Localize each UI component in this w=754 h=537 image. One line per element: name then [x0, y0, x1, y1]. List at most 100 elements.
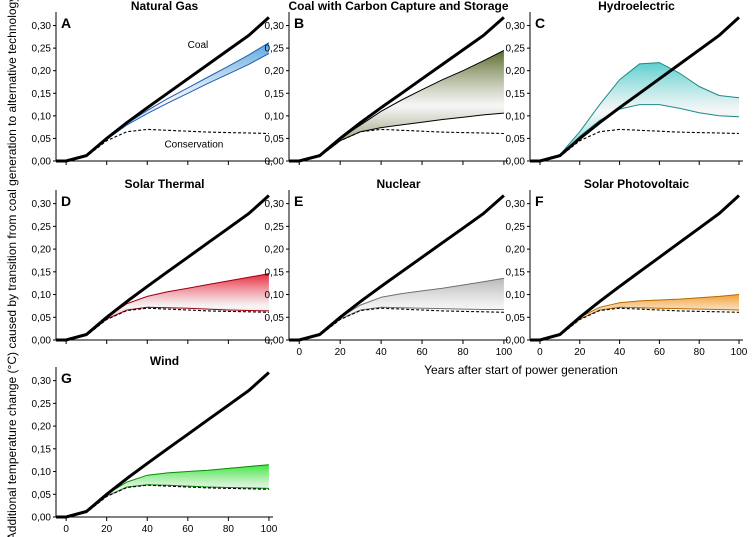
x-axis-label: Years after start of power generation: [424, 363, 618, 377]
y-tick-label: 0,20: [32, 66, 52, 77]
y-tick-label: 0,20: [32, 422, 52, 433]
y-tick-label: 0,10: [506, 111, 526, 122]
alternative-band: [299, 50, 504, 161]
y-tick-label: 0,00: [265, 157, 285, 168]
x-tick-label: 20: [574, 347, 586, 358]
y-tick-label: 0,10: [265, 290, 285, 301]
y-tick-label: 0,00: [506, 336, 526, 347]
x-tick-label: 0: [63, 524, 69, 535]
x-tick-label: 0: [537, 347, 543, 358]
panel-letter: D: [61, 193, 71, 209]
panel-a: Natural Gas 0,00 0,05 0,10 0,15 0,20 0,25 0,30 A…: [32, 0, 273, 168]
panel-title: Hydroelectric: [598, 0, 675, 13]
panel-title: Coal with Carbon Capture and Storage: [288, 0, 508, 13]
y-tick-label: 0,05: [265, 134, 285, 145]
y-tick-label: 0,25: [506, 44, 526, 55]
series-alternative-low: [65, 306, 269, 341]
y-tick-label: 0,15: [32, 89, 52, 100]
x-tick-label: 60: [654, 347, 666, 358]
y-tick-label: 0,15: [265, 267, 285, 278]
y-tick-label: 0,00: [506, 157, 526, 168]
series-conservation: [65, 307, 269, 341]
alternative-band: [540, 62, 739, 161]
y-tick-label: 0,30: [265, 199, 285, 210]
series-coal: [539, 16, 741, 163]
x-tick-label: 100: [261, 524, 278, 535]
series-alternative-high: [539, 62, 740, 162]
series-conservation: [299, 128, 504, 162]
y-tick-label: 0,00: [32, 336, 52, 347]
series-coal: [65, 16, 270, 163]
y-tick-label: 0,25: [506, 222, 526, 233]
y-tick-label: 0,20: [506, 245, 526, 256]
panel-letter: F: [535, 193, 544, 209]
alternative-band: [299, 278, 504, 340]
panel-letter: B: [294, 15, 304, 31]
y-tick-label: 0,25: [32, 222, 52, 233]
x-tick-label: 60: [416, 347, 428, 358]
y-tick-label: 0,10: [265, 111, 285, 122]
alternative-band: [66, 464, 269, 517]
y-tick-label: 0,20: [265, 245, 285, 256]
series-coal: [65, 194, 270, 342]
series-conservation: [299, 307, 504, 341]
panel-f: Solar Photovoltaic 0,00 0,05 0,10 0,15 0,20 0,…: [506, 177, 748, 358]
y-tick-label: 0,15: [506, 89, 526, 100]
y-tick-label: 0,30: [32, 21, 52, 32]
x-tick-label: 20: [101, 524, 113, 535]
y-tick-label: 0,20: [506, 66, 526, 77]
y-tick-label: 0,10: [32, 467, 52, 478]
x-tick-label: 100: [496, 347, 513, 358]
y-tick-label: 0,20: [265, 66, 285, 77]
x-tick-label: 40: [614, 347, 626, 358]
annotation-conservation: Conservation: [164, 139, 223, 150]
y-tick-label: 0,15: [265, 89, 285, 100]
y-tick-label: 0,15: [506, 267, 526, 278]
panel-title: Solar Thermal: [124, 177, 204, 191]
y-tick-label: 0,30: [32, 199, 52, 210]
y-tick-label: 0,05: [32, 490, 52, 501]
series-coal: [298, 16, 505, 163]
y-tick-label: 0,15: [32, 444, 52, 455]
series-alternative-low: [299, 306, 504, 341]
x-tick-label: 80: [223, 524, 235, 535]
panel-title: Natural Gas: [131, 0, 199, 13]
panel-b: Coal with Carbon Capture and Storage 0,00…: [265, 0, 509, 168]
x-tick-label: 40: [376, 347, 388, 358]
panel-title: Wind: [150, 354, 179, 368]
y-tick-label: 0,30: [32, 376, 52, 387]
panel-letter: A: [61, 15, 71, 31]
x-tick-label: 20: [335, 347, 347, 358]
y-tick-label: 0,05: [32, 313, 52, 324]
y-tick-label: 0,15: [32, 267, 52, 278]
x-tick-label: 80: [694, 347, 706, 358]
y-tick-label: 0,30: [506, 199, 526, 210]
y-axis-label: Additional temperature change (°C) cause…: [5, 0, 19, 537]
y-tick-label: 0,10: [32, 290, 52, 301]
y-tick-label: 0,10: [32, 111, 52, 122]
x-tick-label: 80: [457, 347, 469, 358]
y-tick-label: 0,10: [506, 290, 526, 301]
panel-letter: G: [61, 370, 72, 386]
y-tick-label: 0,20: [32, 245, 52, 256]
y-tick-label: 0,00: [32, 157, 52, 168]
series-coal: [539, 194, 741, 342]
y-tick-label: 0,30: [265, 21, 285, 32]
y-tick-label: 0,25: [265, 222, 285, 233]
panel-letter: C: [535, 15, 545, 31]
panel-title: Nuclear: [376, 177, 420, 191]
x-tick-label: 0: [296, 347, 302, 358]
y-tick-label: 0,25: [32, 399, 52, 410]
y-tick-label: 0,05: [32, 134, 52, 145]
panel-letter: E: [294, 193, 303, 209]
panel-d: Solar Thermal 0,00 0,05 0,10 0,15 0,20 0,25 0,3…: [32, 177, 273, 347]
x-tick-label: 60: [182, 524, 194, 535]
x-tick-label: 100: [731, 347, 748, 358]
panel-g: Wind 0,00 0,05 0,10 0,15 0,20 0,25 0,30 0 20 40 60 8…: [32, 354, 278, 535]
y-tick-label: 0,30: [506, 21, 526, 32]
series-coal: [65, 371, 270, 519]
annotation-coal: Coal: [188, 40, 209, 51]
y-tick-label: 0,00: [32, 513, 52, 524]
alternative-band: [540, 294, 739, 340]
